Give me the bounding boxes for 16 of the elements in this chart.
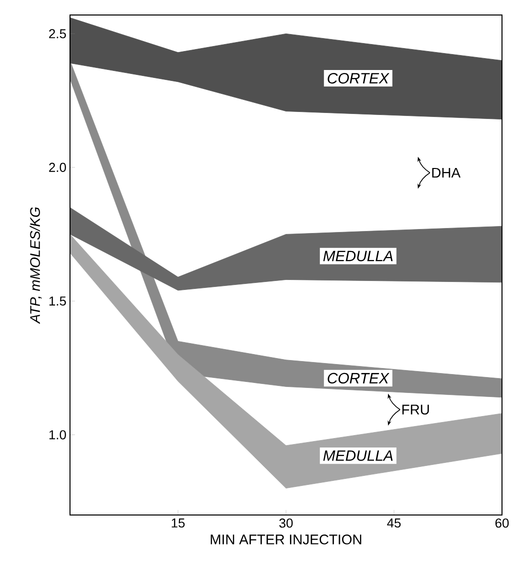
y-tick-label: 1.0 xyxy=(49,430,66,440)
annotation: MEDULLA xyxy=(323,250,393,262)
y-tick-label: 2.5 xyxy=(49,29,66,38)
y-axis-title: ATP, mMOLES/KG xyxy=(30,207,42,324)
annotation: CORTEX xyxy=(328,372,390,384)
annotation: CORTEX xyxy=(328,72,390,84)
annotation: FRU xyxy=(402,404,429,415)
y-tick-label: 1.5 xyxy=(49,296,66,306)
x-tick-label: 45 xyxy=(387,518,401,528)
annotation: DHA xyxy=(432,168,461,178)
y-tick-label: 2.0 xyxy=(49,162,66,172)
x-tick-label: 15 xyxy=(172,518,185,528)
x-tick-label: 60 xyxy=(495,518,509,528)
x-axis-title: MIN AFTER INJECTION xyxy=(210,534,362,544)
x-tick-label: 30 xyxy=(279,518,293,528)
annotation: MEDULLA xyxy=(323,450,393,461)
